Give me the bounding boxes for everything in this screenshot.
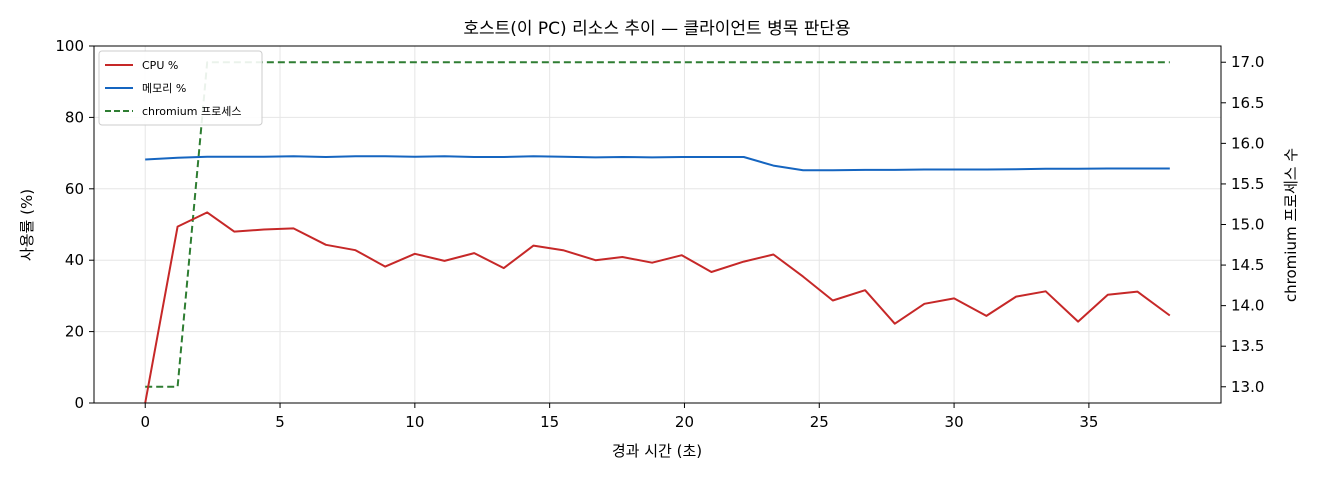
y-tick-label: 100 bbox=[55, 37, 84, 55]
y2-axis-ticks: 13.0 13.5 14.0 14.5 15.0 15.5 16.0 16.5 17.0 bbox=[1221, 53, 1264, 396]
y2-tick-label: 14.0 bbox=[1231, 297, 1264, 315]
legend-label: chromium 프로세스 bbox=[142, 105, 241, 118]
y-axis-label: 사용률 (%) bbox=[18, 189, 36, 261]
x-tick-label: 5 bbox=[275, 413, 285, 431]
legend-label: 메모리 % bbox=[142, 82, 186, 95]
y2-tick-label: 17.0 bbox=[1231, 53, 1264, 71]
chart-title: 호스트(이 PC) 리소스 추이 — 클라이언트 병목 판단용 bbox=[463, 19, 850, 39]
y2-tick-label: 13.0 bbox=[1231, 378, 1264, 396]
x-tick-label: 0 bbox=[140, 413, 150, 431]
x-tick-label: 35 bbox=[1079, 413, 1098, 431]
x-axis-label: 경과 시간 (초) bbox=[612, 442, 702, 460]
x-tick-label: 15 bbox=[540, 413, 559, 431]
cpu-series-line bbox=[144, 211, 1171, 404]
y-tick-label: 60 bbox=[65, 180, 84, 198]
chromium-process-line bbox=[145, 61, 1170, 388]
grid-lines bbox=[94, 45, 1221, 404]
x-tick-label: 30 bbox=[945, 413, 964, 431]
legend: CPU % 메모리 % chromium 프로세스 bbox=[98, 50, 263, 126]
y-tick-label: 0 bbox=[74, 394, 84, 412]
y2-axis-label: chromium 프로세스 수 bbox=[1282, 148, 1300, 302]
y2-tick-label: 15.5 bbox=[1231, 175, 1264, 193]
y2-tick-label: 14.5 bbox=[1231, 256, 1264, 274]
x-axis-ticks: 0 5 10 15 20 25 30 35 bbox=[140, 403, 1098, 431]
plot-frame bbox=[93, 45, 1222, 404]
y-tick-label: 20 bbox=[65, 323, 84, 341]
x-tick-label: 25 bbox=[810, 413, 829, 431]
y2-tick-label: 16.0 bbox=[1231, 134, 1264, 152]
memory-series-line bbox=[145, 155, 1170, 172]
legend-label: CPU % bbox=[142, 59, 178, 72]
y2-tick-label: 13.5 bbox=[1231, 337, 1264, 355]
legend-box bbox=[98, 50, 263, 126]
x-tick-label: 10 bbox=[405, 413, 424, 431]
y-tick-label: 80 bbox=[65, 108, 84, 126]
y2-tick-label: 16.5 bbox=[1231, 94, 1264, 112]
series-layer bbox=[144, 61, 1171, 404]
y2-tick-label: 15.0 bbox=[1231, 216, 1264, 234]
y-axis-ticks: 0 20 40 60 80 100 bbox=[55, 37, 94, 412]
x-tick-label: 20 bbox=[675, 413, 694, 431]
y-tick-label: 40 bbox=[65, 251, 84, 269]
